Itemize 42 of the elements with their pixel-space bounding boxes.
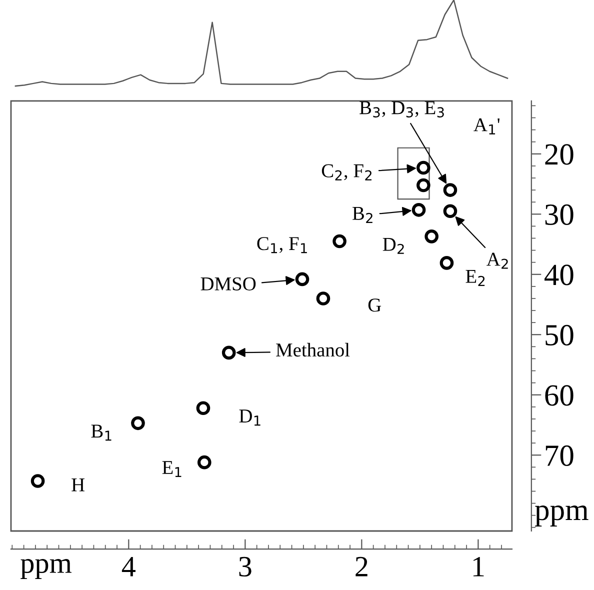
annotation: A$_{1}$' (474, 118, 500, 134)
point (412, 203, 426, 217)
point (131, 416, 145, 430)
annotation: D$_{2}$ (382, 238, 404, 254)
point (295, 272, 310, 286)
annotation: E$_{2}$ (466, 270, 485, 286)
annotation: Methanol (276, 342, 350, 357)
point (416, 160, 430, 175)
x-tick-label: 2 (356, 556, 368, 576)
point (443, 183, 458, 197)
annotation: B$_{2}$ (352, 207, 372, 223)
y-tick-label: 70 (546, 445, 574, 466)
annotation: H (72, 478, 85, 492)
y-tick-label: 20 (545, 144, 574, 165)
point (424, 230, 438, 244)
point (222, 346, 236, 360)
annotation: G (368, 298, 382, 312)
point (440, 256, 454, 270)
x-tick-label: 3 (239, 556, 252, 577)
y-tick-label: 50 (546, 324, 574, 346)
x-tick-label: 4 (122, 557, 136, 576)
annotation: D$_{1}$ (239, 410, 260, 426)
annotation: B$_{3}$, D$_{3}$, E$_{3}$ (360, 101, 444, 118)
annotation: A$_{2}$ (486, 252, 508, 269)
y-axis-title: ppm (535, 506, 588, 526)
point (316, 292, 330, 306)
x-tick-label: 1 (473, 556, 484, 576)
annotation: C$_{1}$, F$_{1}$ (257, 237, 307, 254)
point (196, 401, 210, 416)
y-tick-label: 60 (545, 385, 574, 406)
point (30, 474, 45, 488)
annotation: B$_{1}$ (91, 424, 112, 441)
annotation: C$_{2}$, F$_{2}$ (322, 164, 372, 180)
x-axis-title: ppm (20, 559, 72, 579)
annotation: DMSO (200, 277, 256, 290)
y-tick-label: 30 (545, 204, 574, 226)
point (416, 178, 430, 192)
annotation: E$_{1}$ (162, 461, 182, 478)
point (197, 455, 212, 470)
y-tick-label: 40 (544, 264, 574, 286)
point (332, 234, 346, 248)
point (443, 204, 458, 218)
